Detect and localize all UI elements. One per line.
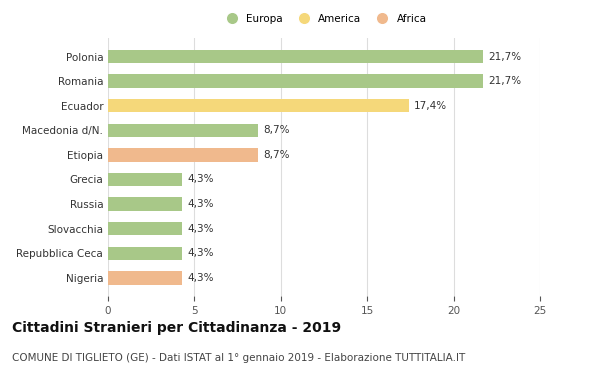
Bar <box>108 173 182 186</box>
Text: 21,7%: 21,7% <box>488 76 521 86</box>
Text: 21,7%: 21,7% <box>488 52 521 62</box>
Text: 4,3%: 4,3% <box>187 273 214 283</box>
Text: 8,7%: 8,7% <box>263 150 290 160</box>
Bar <box>108 74 483 88</box>
Text: COMUNE DI TIGLIETO (GE) - Dati ISTAT al 1° gennaio 2019 - Elaborazione TUTTITALI: COMUNE DI TIGLIETO (GE) - Dati ISTAT al … <box>12 353 465 363</box>
Bar <box>108 124 259 137</box>
Bar <box>108 271 182 285</box>
Bar <box>108 50 483 63</box>
Bar <box>108 247 182 260</box>
Text: 4,3%: 4,3% <box>187 224 214 234</box>
Text: 4,3%: 4,3% <box>187 199 214 209</box>
Text: Cittadini Stranieri per Cittadinanza - 2019: Cittadini Stranieri per Cittadinanza - 2… <box>12 321 341 335</box>
Bar <box>108 197 182 211</box>
Text: 8,7%: 8,7% <box>263 125 290 135</box>
Legend: Europa, America, Africa: Europa, America, Africa <box>217 10 431 28</box>
Bar <box>108 148 259 162</box>
Text: 4,3%: 4,3% <box>187 174 214 185</box>
Text: 17,4%: 17,4% <box>414 101 447 111</box>
Bar <box>108 222 182 236</box>
Bar <box>108 99 409 112</box>
Text: 4,3%: 4,3% <box>187 248 214 258</box>
